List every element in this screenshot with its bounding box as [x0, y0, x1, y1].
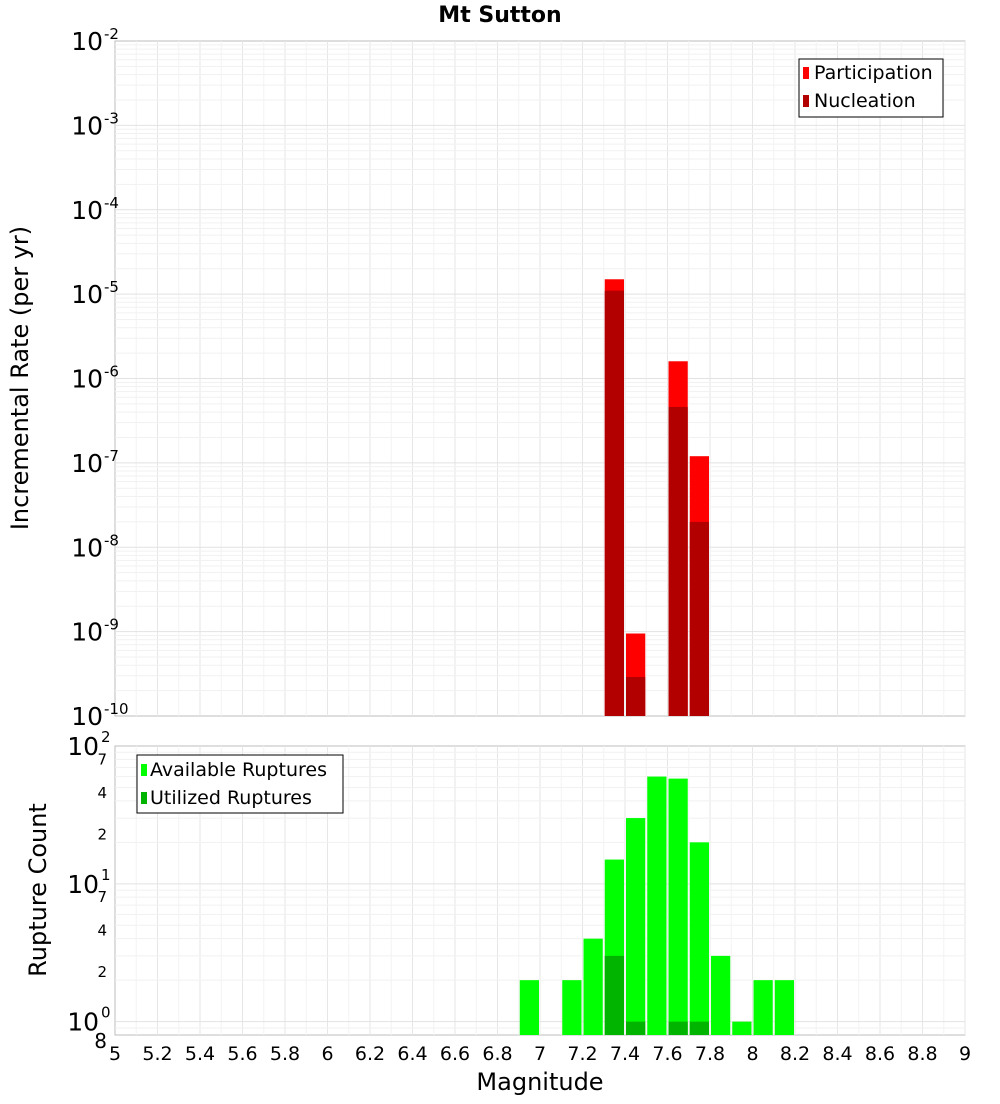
- legend-swatch-available: [141, 764, 147, 776]
- x-tick-label: 6: [321, 1043, 333, 1065]
- bottom-y-tick-label: 7: [97, 750, 107, 768]
- x-tick-label: 6.4: [397, 1043, 427, 1065]
- top-y-tick-label: 10: [71, 111, 103, 140]
- top-y-tick-label: 10: [71, 702, 103, 731]
- x-tick-label: 7.4: [610, 1043, 640, 1065]
- bar-available-ruptures: [626, 818, 646, 1035]
- x-tick-label: 5.8: [270, 1043, 300, 1065]
- bar-available-ruptures: [562, 980, 582, 1035]
- top-y-tick-exponent: -9: [104, 616, 119, 634]
- x-tick-label: 8: [746, 1043, 758, 1065]
- bottom-y-tick-label: 10: [67, 870, 99, 899]
- bottom-y-tick-label: 10: [67, 732, 99, 761]
- legend-label-available: Available Ruptures: [150, 759, 327, 781]
- bottom-y-axis-label: Rupture Count: [24, 803, 52, 977]
- x-tick-label: 8.8: [907, 1043, 937, 1065]
- x-tick-label: 6.8: [482, 1043, 512, 1065]
- legend-swatch-utilized: [141, 792, 147, 804]
- bar-nucleation: [604, 290, 624, 716]
- bar-nucleation: [626, 676, 646, 716]
- top-legend-box: [798, 58, 944, 118]
- bar-utilized-ruptures: [604, 955, 624, 1035]
- bottom-y-tick-label: 7: [97, 888, 107, 906]
- top-y-tick-exponent: -7: [104, 447, 119, 465]
- bar-available-ruptures: [519, 980, 539, 1035]
- bar-available-ruptures: [711, 955, 731, 1035]
- top-y-tick-exponent: -10: [104, 700, 129, 718]
- top-y-tick-label: 10: [71, 449, 103, 478]
- bar-utilized-ruptures: [626, 1021, 646, 1035]
- x-tick-label: 7: [534, 1043, 546, 1065]
- top-grid: [115, 41, 966, 716]
- top-legend: Participation Nucleation: [798, 58, 944, 118]
- top-y-tick-exponent: -6: [104, 363, 119, 381]
- bar-available-ruptures: [689, 842, 709, 1035]
- top-y-axis-label: Incremental Rate (per yr): [6, 226, 34, 530]
- x-axis-label: Magnitude: [476, 1068, 603, 1096]
- bar-utilized-ruptures: [668, 1021, 688, 1035]
- bar-available-ruptures: [774, 980, 794, 1035]
- bottom-legend: Available Ruptures Utilized Ruptures: [136, 754, 344, 814]
- x-tick-label: 7.8: [695, 1043, 725, 1065]
- x-tick-label: 5.6: [227, 1043, 257, 1065]
- x-tick-label: 8.2: [780, 1043, 810, 1065]
- top-y-tick-exponent: -8: [104, 531, 119, 549]
- top-y-tick-label: 10: [71, 196, 103, 225]
- bottom-y-tick-label: 10: [67, 1008, 99, 1037]
- bottom-legend-box: [136, 754, 344, 814]
- top-y-tick-exponent: -4: [104, 194, 119, 212]
- x-tick-label: 6.6: [440, 1043, 470, 1065]
- top-y-tick-label: 10: [71, 280, 103, 309]
- bar-available-ruptures: [668, 778, 688, 1035]
- bottom-y-tick-exponent: 1: [101, 866, 111, 884]
- x-tick-labels: 5 5.2 5.4 5.6 5.8 6 6.2 6.4 6.6 6.8 7 7.2 7.4 7.6 7.8 8…: [109, 1043, 971, 1065]
- top-bars: [604, 279, 709, 716]
- bar-available-ruptures: [753, 980, 773, 1035]
- top-y-tick-exponent: -2: [104, 25, 119, 43]
- bottom-y-tick-label: 8: [94, 1029, 107, 1053]
- chart-title: Mt Sutton: [438, 3, 561, 28]
- x-tick-label: 5.2: [142, 1043, 172, 1065]
- bar-nucleation: [668, 406, 688, 716]
- bar-available-ruptures: [583, 938, 603, 1035]
- bottom-bars: [519, 776, 794, 1035]
- x-tick-label: 8.6: [865, 1043, 895, 1065]
- top-y-tick-label: 10: [71, 618, 103, 647]
- x-tick-label: 6.2: [355, 1043, 385, 1065]
- top-y-tick-label: 10: [71, 365, 103, 394]
- bottom-y-tick-label: 4: [97, 922, 107, 940]
- legend-label-participation: Participation: [814, 62, 933, 84]
- x-tick-label: 8.4: [822, 1043, 852, 1065]
- legend-label-utilized: Utilized Ruptures: [150, 787, 312, 809]
- top-y-tick-label: 10: [71, 533, 103, 562]
- bottom-y-tick-label: 4: [97, 784, 107, 802]
- x-tick-label: 9: [959, 1043, 971, 1065]
- bar-available-ruptures: [732, 1021, 752, 1035]
- x-tick-label: 7.2: [567, 1043, 597, 1065]
- x-tick-label: 5: [109, 1043, 121, 1065]
- bottom-y-tick-label: 2: [97, 963, 107, 981]
- bar-available-ruptures: [647, 776, 667, 1035]
- bar-utilized-ruptures: [689, 1021, 709, 1035]
- x-tick-label: 7.6: [652, 1043, 682, 1065]
- legend-swatch-nucleation: [803, 95, 809, 107]
- x-tick-label: 5.4: [185, 1043, 215, 1065]
- bottom-y-tick-label: 2: [97, 825, 107, 843]
- top-y-tick-exponent: -3: [104, 109, 119, 127]
- bottom-y-tick-exponent: 2: [101, 728, 111, 746]
- bar-nucleation: [689, 521, 709, 716]
- legend-label-nucleation: Nucleation: [814, 90, 916, 112]
- top-y-tick-label: 10: [71, 27, 103, 56]
- top-y-tick-exponent: -5: [104, 278, 119, 296]
- legend-swatch-participation: [803, 67, 809, 79]
- bottom-y-tick-exponent: 0: [101, 1004, 111, 1022]
